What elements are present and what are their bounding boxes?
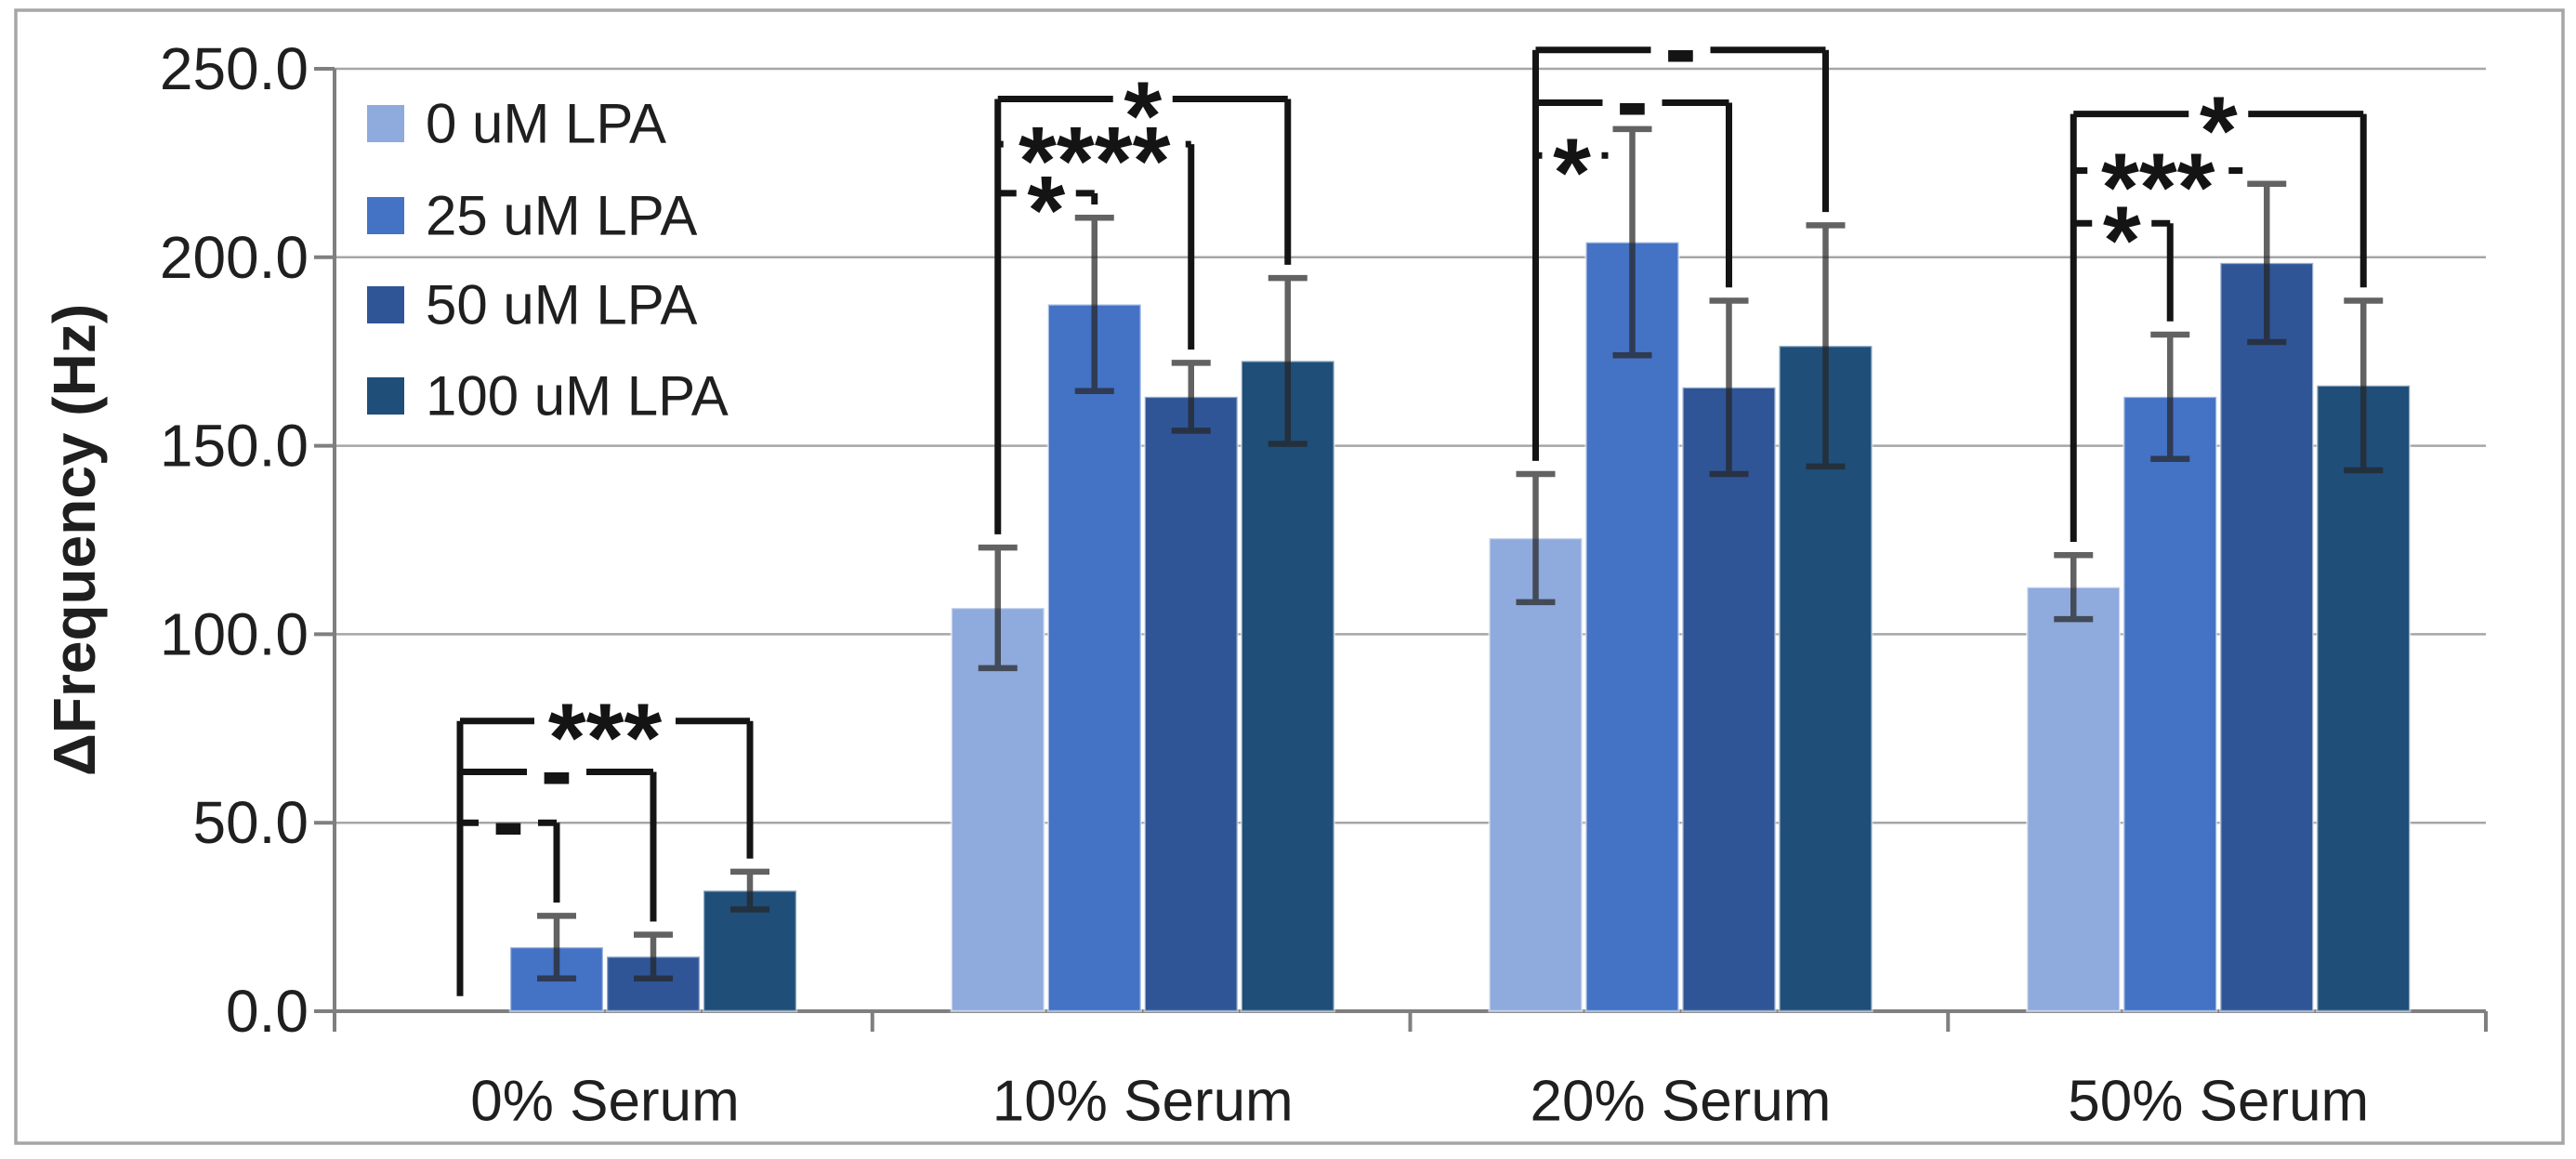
sig-label-c2-s1: * bbox=[1553, 118, 1591, 227]
y-tick-label-200.0: 200.0 bbox=[160, 224, 309, 291]
error-bar-c3-s2 bbox=[2247, 180, 2287, 346]
error-bar-c0-s2 bbox=[634, 931, 673, 981]
sig-label-c3-s2: *** bbox=[2101, 134, 2215, 243]
x-category-label-1: 10% Serum bbox=[992, 1070, 1294, 1134]
bar-10-serum25um bbox=[1046, 303, 1142, 1013]
sig-label-c0-s3: *** bbox=[548, 684, 663, 793]
error-bar-c0-s1 bbox=[537, 913, 576, 981]
y-axis-title: ΔFrequency (Hz) bbox=[41, 304, 108, 776]
sig-label-c3-s3: * bbox=[2200, 77, 2238, 186]
legend-swatch-3 bbox=[367, 377, 404, 415]
x-category-label-2: 20% Serum bbox=[1531, 1070, 1832, 1134]
sig-label-c1-s3: * bbox=[1124, 61, 1162, 170]
legend-label-0: 0 uM LPA bbox=[426, 93, 666, 155]
legend-label-2: 50 uM LPA bbox=[426, 274, 697, 336]
error-bar-c3-s0 bbox=[2054, 551, 2094, 623]
sig-label-c2-s3: - bbox=[1664, 0, 1697, 103]
error-bar-c2-s2 bbox=[1709, 297, 1749, 478]
x-category-label-0: 0% Serum bbox=[470, 1070, 739, 1134]
error-bar-c3-s1 bbox=[2150, 331, 2190, 463]
bar-10-serum50um bbox=[1143, 395, 1239, 1013]
bar-20-serum25um bbox=[1584, 241, 1680, 1013]
y-tick-label-0.0: 0.0 bbox=[226, 978, 309, 1045]
sig-label-c1-s2: **** bbox=[1019, 107, 1171, 216]
sig-label-c1-s1: * bbox=[1027, 156, 1065, 265]
error-bar-c2-s3 bbox=[1806, 222, 1846, 470]
error-bar-c1-s3 bbox=[1268, 274, 1308, 447]
bar-50-serum0um bbox=[2026, 586, 2122, 1013]
error-bar-c2-s0 bbox=[1516, 470, 1556, 606]
error-bar-c1-s1 bbox=[1074, 214, 1114, 395]
legend-swatch-1 bbox=[367, 197, 404, 234]
sig-label-c0-s1: - bbox=[493, 767, 525, 876]
y-tick-label-150.0: 150.0 bbox=[160, 413, 309, 480]
sig-label-c2-s2: - bbox=[1616, 47, 1649, 156]
bar-50-serum25um bbox=[2123, 395, 2218, 1013]
bar-50-serum100um bbox=[2316, 384, 2412, 1013]
y-tick-label-50.0: 50.0 bbox=[192, 789, 309, 856]
sig-label-c3-s1: * bbox=[2103, 186, 2141, 295]
legend-swatch-0 bbox=[367, 105, 404, 142]
y-tick-label-250.0: 250.0 bbox=[160, 35, 309, 102]
error-bar-c3-s3 bbox=[2344, 297, 2384, 474]
error-bar-c2-s1 bbox=[1612, 125, 1652, 359]
legend-label-3: 100 uM LPA bbox=[426, 365, 729, 428]
sig-label-c0-s2: - bbox=[541, 716, 573, 824]
bar-20-serum0um bbox=[1488, 536, 1584, 1013]
error-bar-c1-s0 bbox=[978, 544, 1018, 672]
y-tick-label-100.0: 100.0 bbox=[160, 600, 309, 667]
bar-50-serum50um bbox=[2219, 261, 2315, 1013]
legend-swatch-2 bbox=[367, 286, 404, 323]
bar-10-serum100um bbox=[1240, 360, 1335, 1013]
x-category-label-3: 50% Serum bbox=[2068, 1070, 2369, 1134]
bar-20-serum50um bbox=[1681, 386, 1777, 1013]
error-bar-c0-s3 bbox=[730, 868, 769, 913]
legend-label-1: 25 uM LPA bbox=[426, 185, 697, 247]
error-bar-c1-s2 bbox=[1171, 360, 1211, 434]
